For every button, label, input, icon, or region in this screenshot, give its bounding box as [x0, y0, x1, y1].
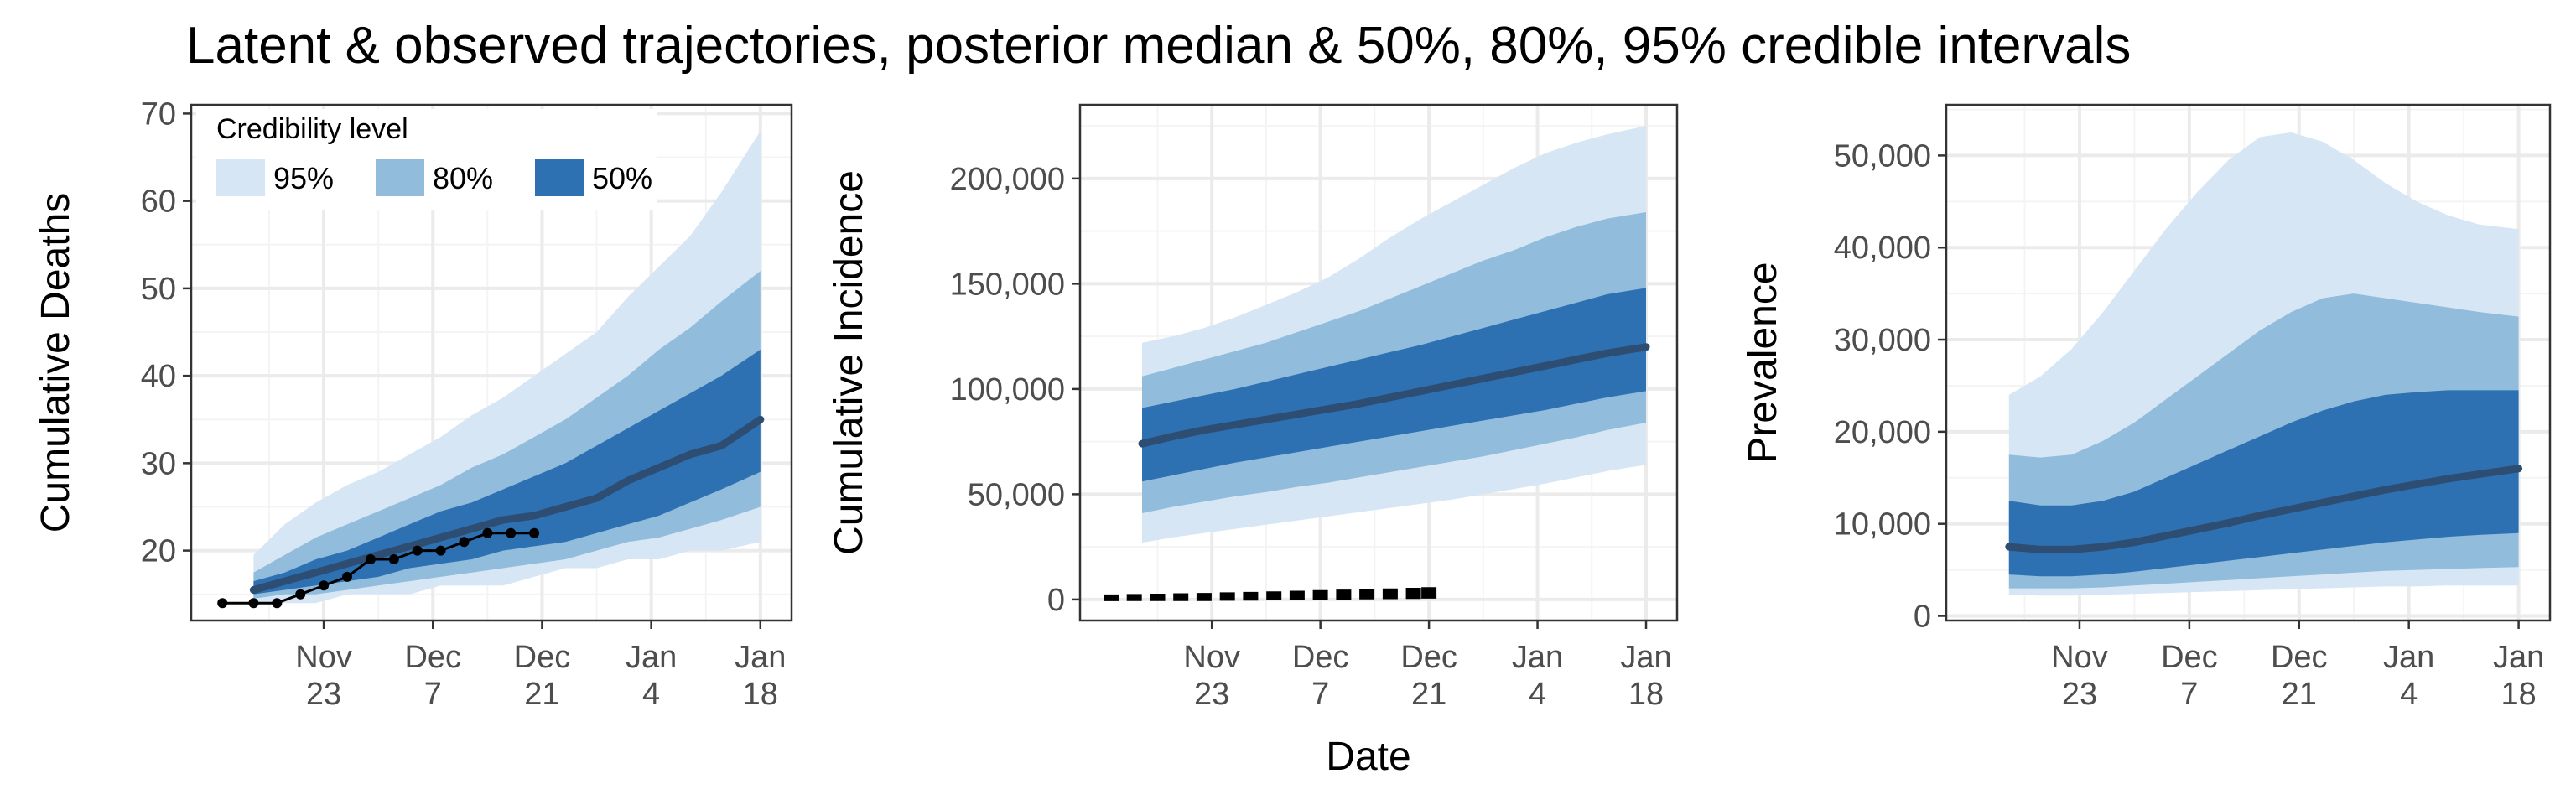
legend-label: 95% [273, 161, 334, 195]
legend: Credibility level 95% 80% 50% [196, 109, 657, 210]
observed-point [529, 527, 540, 538]
observed-point [342, 571, 352, 582]
x-tick-label-month: Jan [626, 640, 677, 675]
panel-border [1945, 103, 2552, 622]
legend-key-95pct [216, 159, 265, 196]
x-axis-title: Date [1326, 735, 1410, 779]
observed-point [412, 545, 423, 556]
y-axis-title: Cumulative Deaths [34, 193, 78, 533]
x-tick-label-day: 21 [1411, 677, 1446, 712]
y-tick-label: 70 [141, 96, 176, 132]
x-tick-label-month: Nov [295, 640, 352, 675]
observed-point [365, 554, 376, 564]
x-tick-label-month: Jan [735, 640, 786, 675]
observed-point [319, 580, 330, 591]
x-tick-label-day: 18 [2501, 677, 2536, 712]
y-tick-label: 50 [141, 272, 176, 307]
y-axis-title: Cumulative Incidence [827, 170, 871, 555]
x-tick-label-day: 23 [1194, 677, 1229, 712]
panel-prevalence: 010,00020,00030,00040,00050,000Nov23Dec7… [1741, 103, 2552, 712]
panel-border [1078, 103, 1679, 622]
x-tick-label-month: Dec [404, 640, 461, 675]
band-50pct [2008, 390, 2519, 577]
x-tick-label-day: 23 [306, 677, 341, 712]
y-axis-title: Prevalence [1741, 262, 1785, 463]
median-line [2005, 465, 2523, 553]
x-tick-label-day: 21 [524, 677, 559, 712]
y-tick-label: 10,000 [1834, 507, 1931, 543]
observed-point [388, 554, 399, 564]
x-tick-label-day: 4 [642, 677, 660, 712]
x-tick-label-day: 18 [743, 677, 778, 712]
panel-border [190, 103, 793, 622]
observed-point [435, 545, 446, 556]
x-tick-label-month: Jan [1512, 640, 1563, 675]
x-tick-label-day: 7 [2180, 677, 2198, 712]
x-tick-label-month: Dec [1292, 640, 1349, 675]
observed-point [295, 589, 306, 600]
x-tick-label-month: Jan [2383, 640, 2434, 675]
x-tick-label-day: 18 [1628, 677, 1664, 712]
x-tick-label-month: Jan [1620, 640, 1671, 675]
y-tick-label: 150,000 [950, 267, 1065, 302]
x-tick-label-month: Nov [2051, 640, 2108, 675]
observed-point [482, 527, 493, 538]
x-tick-label-month: Dec [514, 640, 571, 675]
legend-key-50pct [535, 159, 584, 196]
x-tick-label-day: 21 [2282, 677, 2317, 712]
panel-cumulative-incidence: 050,000100,000150,000200,000Nov23Dec7Dec… [827, 103, 1679, 712]
y-tick-label: 30 [141, 446, 176, 481]
x-tick-label-month: Dec [2271, 640, 2328, 675]
legend-key-80pct [376, 159, 424, 196]
y-tick-label: 50,000 [1834, 138, 1931, 174]
x-tick-label-month: Nov [1183, 640, 1240, 675]
y-tick-label: 20,000 [1834, 415, 1931, 450]
band-50pct [1142, 288, 1646, 482]
x-tick-label-month: Dec [1400, 640, 1457, 675]
y-tick-label: 100,000 [950, 372, 1065, 408]
observed-point [272, 598, 283, 609]
y-tick-label: 30,000 [1834, 323, 1931, 358]
legend-label: 50% [592, 161, 652, 195]
legend-label: 80% [433, 161, 493, 195]
y-tick-label: 20 [141, 534, 176, 569]
observed-point [459, 537, 470, 548]
x-tick-label-day: 23 [2062, 677, 2097, 712]
y-tick-label: 40 [141, 359, 176, 394]
y-tick-label: 0 [1914, 600, 1931, 635]
x-tick-label-day: 4 [2400, 677, 2418, 712]
y-tick-label: 50,000 [968, 477, 1065, 512]
x-tick-label-month: Dec [2161, 640, 2218, 675]
chart-title: Latent & observed trajectories, posterio… [186, 17, 2131, 75]
y-tick-label: 200,000 [950, 162, 1065, 197]
x-tick-label-day: 7 [424, 677, 442, 712]
x-tick-label-day: 7 [1311, 677, 1329, 712]
x-tick-label-month: Jan [2493, 640, 2544, 675]
median-line [1138, 343, 1650, 448]
band-50pct [253, 349, 761, 595]
x-tick-label-day: 4 [1529, 677, 1546, 712]
y-tick-label: 60 [141, 184, 176, 220]
observed-point [506, 527, 517, 538]
observed-point [248, 598, 259, 609]
y-tick-label: 40,000 [1834, 231, 1931, 266]
legend-title: Credibility level [216, 113, 408, 145]
median-line [249, 415, 765, 594]
y-tick-label: 0 [1047, 583, 1065, 618]
observed-point [217, 598, 228, 609]
